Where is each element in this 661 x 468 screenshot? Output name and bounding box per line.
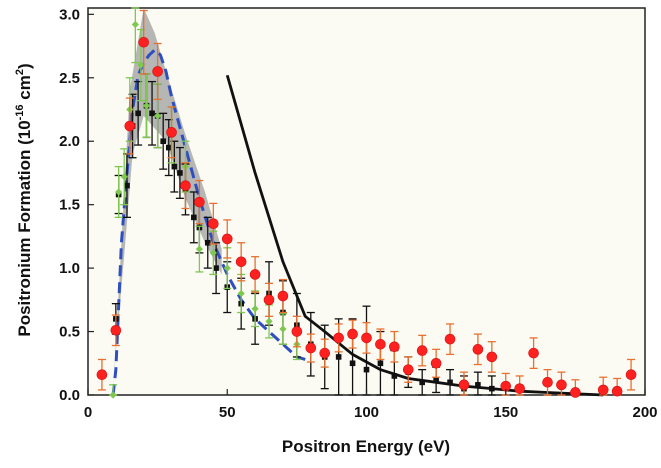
- black-data-point: [489, 385, 495, 392]
- green-data-point: [154, 112, 162, 120]
- red-data-point: [361, 332, 372, 344]
- red-data-point: [556, 379, 567, 391]
- black-data-point: [191, 214, 197, 221]
- x-tick-label: 0: [84, 404, 92, 421]
- red-data-point: [597, 384, 609, 396]
- green-data-point: [251, 305, 259, 313]
- y-axis-title: Positronium Formation (10-16 cm2): [14, 63, 34, 336]
- x-tick-label: 200: [632, 404, 657, 421]
- y-axis-title-exp2: 2: [14, 69, 26, 75]
- y-axis-title-main: Positronium Formation (10: [15, 120, 34, 336]
- series-group: [96, 7, 637, 399]
- y-tick-label: 2.5: [59, 70, 80, 87]
- red-data-point: [124, 120, 136, 132]
- red-data-point: [389, 341, 400, 353]
- circle-series: [96, 9, 637, 398]
- red-data-point: [416, 345, 428, 356]
- red-data-point: [472, 344, 484, 355]
- black-data-point: [391, 373, 398, 379]
- y-tick-label: 2.0: [59, 133, 80, 150]
- red-data-point: [208, 218, 219, 230]
- dashed-theory-line: [111, 48, 306, 396]
- black-data-point: [363, 366, 370, 373]
- green-data-point: [115, 188, 123, 196]
- green-data-point: [142, 102, 151, 110]
- red-data-point: [110, 324, 122, 336]
- green-data-point: [209, 249, 217, 257]
- black-data-point: [160, 138, 166, 145]
- red-data-point: [138, 36, 149, 48]
- black-data-point: [165, 144, 172, 151]
- y-axis-title-end: ): [15, 63, 34, 69]
- red-data-point: [444, 333, 456, 345]
- black-data-point: [335, 354, 342, 360]
- x-tick-label: 100: [354, 404, 379, 421]
- y-tick-label: 3.0: [59, 6, 80, 23]
- black-data-point: [377, 360, 384, 367]
- black-data-point: [171, 163, 178, 170]
- y-tick-label: 0.0: [59, 387, 80, 404]
- green-data-point: [279, 325, 287, 333]
- black-data-point: [349, 360, 356, 367]
- y-tick-label: 0.5: [59, 324, 80, 341]
- black-data-point: [475, 382, 481, 388]
- black-data-point: [177, 170, 183, 176]
- red-data-point: [611, 385, 623, 397]
- black-data-point: [204, 239, 211, 246]
- green-data-point: [223, 264, 231, 272]
- black-data-point: [419, 379, 425, 386]
- y-tick-label: 1.5: [59, 197, 80, 214]
- red-data-point: [430, 357, 442, 369]
- red-data-point: [402, 364, 414, 375]
- uncertainty-band: [113, 8, 222, 395]
- red-data-point: [235, 256, 247, 268]
- y-axis-title-exp1: -16: [14, 104, 26, 120]
- red-data-point: [277, 290, 289, 302]
- black-data-point: [124, 182, 130, 189]
- red-data-point: [514, 383, 525, 394]
- red-data-point: [625, 369, 637, 380]
- red-data-point: [180, 180, 191, 191]
- band-group: [113, 8, 222, 395]
- green-data-point: [109, 391, 117, 399]
- red-data-point: [152, 66, 163, 77]
- red-data-point: [458, 379, 470, 391]
- red-data-point: [291, 326, 303, 337]
- green-data-point: [237, 289, 245, 298]
- x-tick-label: 150: [493, 404, 518, 421]
- red-data-point: [305, 342, 317, 354]
- black-data-point: [213, 265, 219, 271]
- green-data-point: [137, 61, 145, 69]
- y-axis: 0.0 0.5 1.0 1.5 2.0 2.5 3.0: [59, 6, 94, 404]
- red-data-point: [249, 269, 261, 280]
- y-tick-label: 1.0: [59, 260, 80, 277]
- x-axis: 0 50 100 150 200: [84, 389, 658, 421]
- red-data-point: [347, 328, 358, 340]
- red-data-point: [263, 294, 275, 306]
- y-axis-title-mid: cm: [15, 75, 34, 104]
- black-data-point: [447, 379, 453, 386]
- green-data-point: [131, 20, 139, 29]
- red-data-point: [570, 387, 581, 398]
- red-data-point: [96, 369, 108, 380]
- red-data-point: [166, 127, 177, 138]
- red-data-point: [528, 347, 539, 359]
- black-data-point: [135, 110, 141, 117]
- red-data-point: [375, 338, 386, 350]
- green-data-point: [120, 173, 128, 181]
- green-data-point: [265, 317, 273, 326]
- red-data-point: [542, 377, 553, 388]
- red-data-point: [333, 332, 344, 344]
- red-data-point: [319, 347, 331, 359]
- green-data-point: [195, 245, 203, 253]
- red-data-point: [486, 351, 498, 363]
- black-data-point: [433, 376, 439, 383]
- red-data-point: [221, 233, 233, 245]
- x-axis-title: Positron Energy (eV): [282, 437, 450, 456]
- red-data-point: [194, 196, 205, 208]
- black-data-point: [149, 110, 155, 117]
- x-tick-label: 50: [219, 404, 236, 421]
